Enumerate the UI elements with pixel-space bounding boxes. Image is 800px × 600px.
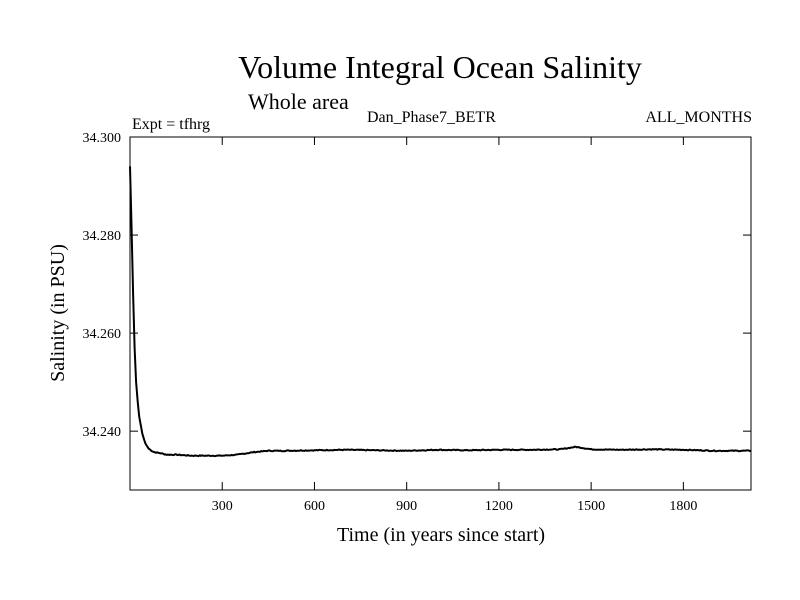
y-axis-label: Salinity (in PSU) [47,244,69,382]
chart-title: Volume Integral Ocean Salinity [238,49,642,85]
y-tick-label-1: 34.280 [83,229,122,244]
chart-subtitle: Whole area [248,89,349,114]
experiment-label: Expt = tfhrg [132,116,210,133]
y-tick-label-0: 34.300 [83,131,122,146]
x-tick-label-1800: 1800 [669,499,697,514]
x-axis-label: Time (in years since start) [337,524,545,546]
y-tick-label-3: 34.240 [83,425,122,440]
x-tick-label-600: 600 [304,499,325,514]
x-tick-label-1500: 1500 [577,499,605,514]
y-tick-label-2: 34.260 [83,327,122,342]
run-label: Dan_Phase7_BETR [367,109,496,126]
salinity-series-line [129,166,752,458]
period-label: ALL_MONTHS [645,109,752,126]
x-axis-ticks: 300 600 900 1200 1500 1800 [212,137,697,514]
x-tick-label-1200: 1200 [485,499,513,514]
x-tick-label-300: 300 [212,499,233,514]
plot-frame [129,136,752,491]
x-tick-label-900: 900 [396,499,417,514]
y-axis-ticks: 34.300 34.280 34.260 34.240 [83,131,751,440]
